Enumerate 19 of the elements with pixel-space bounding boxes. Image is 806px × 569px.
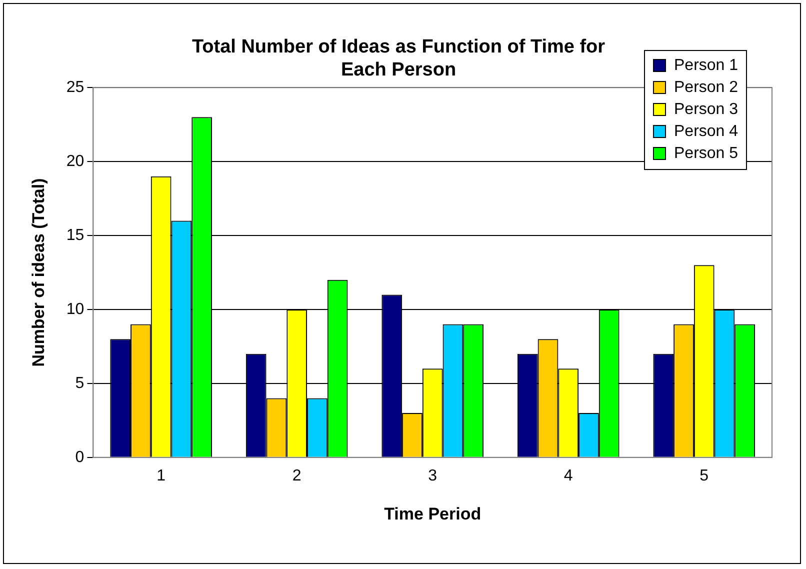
y-tick-label: 0 (75, 448, 84, 466)
legend-label: Person 3 (674, 100, 738, 119)
x-tick-label: 3 (428, 467, 438, 484)
y-tick-label: 10 (66, 300, 84, 318)
x-tick-label: 4 (564, 467, 573, 484)
y-tick-label: 20 (66, 152, 84, 170)
y-tick-label: 25 (66, 79, 84, 96)
legend-label: Person 5 (674, 144, 738, 163)
legend-label: Person 4 (674, 122, 738, 141)
chart-title: Total Number of Ideas as Function of Time for Each Person (192, 36, 606, 80)
x-axis-title: Time Period (384, 504, 482, 524)
x-tick-label: 2 (292, 467, 302, 484)
x-tick-label: 1 (156, 467, 166, 484)
legend-label: Person 2 (674, 78, 738, 97)
y-tick-label: 15 (66, 226, 84, 244)
y-tick-label: 5 (75, 374, 84, 392)
x-tick-label: 5 (700, 467, 709, 484)
legend-label: Person 1 (674, 56, 738, 75)
y-axis-title: Number of ideas (Total) (28, 178, 48, 367)
